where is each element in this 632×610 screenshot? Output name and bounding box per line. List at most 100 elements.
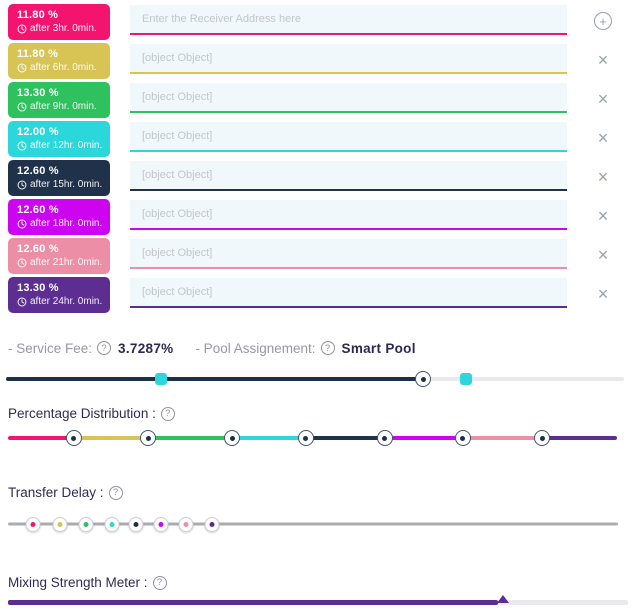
distribution-handle[interactable] — [297, 430, 314, 446]
pool-assignment-value: Smart Pool — [341, 340, 416, 356]
badge-delay: after 6hr. 0min. — [17, 62, 110, 73]
distribution-handle[interactable] — [65, 430, 82, 446]
delay-handle[interactable] — [178, 516, 194, 532]
badge-delay: after 18hr. 0min. — [17, 218, 110, 229]
receiver-row: 13.30 % after 9hr. 0min. × — [0, 82, 632, 118]
remove-output-button[interactable]: × — [597, 128, 609, 148]
mix-step-badge: 13.30 % after 24hr. 0min. — [8, 277, 110, 313]
delay-handle[interactable] — [52, 516, 68, 532]
badge-percent-label: 12.00 % — [17, 126, 59, 138]
remove-output-button[interactable]: × — [597, 206, 609, 226]
badge-delay-label: after 3hr. 0min. — [30, 23, 97, 34]
mix-step-badge: 13.30 % after 9hr. 0min. — [8, 82, 110, 118]
distribution-segment — [305, 436, 385, 440]
receiver-rows: 11.80 % after 3hr. 0min. + 11.80 % — [0, 4, 632, 313]
fee-pool-slider-rail[interactable] — [6, 371, 624, 387]
row-action: × — [592, 238, 614, 272]
service-fee-help-icon[interactable]: ? — [97, 341, 112, 355]
pool-assignment-group: - Pool Assignement: ? Smart Pool — [195, 341, 415, 356]
distribution-handle[interactable] — [376, 430, 393, 446]
badge-delay-label: after 15hr. 0min. — [30, 179, 103, 190]
row-action: × — [592, 82, 614, 116]
fee-pool-slider[interactable] — [0, 359, 632, 399]
distribution-handle[interactable] — [454, 430, 471, 446]
receiver-address-input[interactable] — [130, 200, 567, 230]
clock-icon — [17, 219, 27, 228]
transfer-delay-rail[interactable] — [8, 516, 618, 532]
clock-icon — [17, 102, 27, 111]
delay-handle[interactable] — [153, 516, 169, 532]
remove-output-button[interactable]: × — [597, 245, 609, 265]
slider-track[interactable] — [8, 522, 618, 526]
delay-handle[interactable] — [25, 516, 41, 532]
distribution-segment — [384, 436, 463, 440]
pool-assignment-help-icon[interactable]: ? — [320, 341, 335, 355]
clock-icon — [17, 180, 27, 189]
delay-handle[interactable] — [204, 516, 220, 532]
row-action: × — [592, 160, 614, 194]
badge-delay: after 12hr. 0min. — [17, 140, 110, 151]
distribution-segment — [148, 436, 233, 440]
delay-handle-dot — [183, 521, 189, 527]
receiver-address-input[interactable] — [130, 161, 567, 191]
delay-handle-dot — [133, 521, 139, 527]
fee-row: - Service Fee: ? 3.7287% - Pool Assignem… — [0, 337, 632, 359]
receiver-address-input[interactable] — [130, 5, 567, 35]
row-action: + — [592, 4, 614, 38]
receiver-row: 11.80 % after 3hr. 0min. + — [0, 4, 632, 40]
mixing-strength-rail[interactable] — [8, 600, 628, 605]
percentage-distribution-rail[interactable] — [8, 430, 617, 446]
strength-pointer[interactable] — [496, 595, 509, 603]
badge-delay: after 21hr. 0min. — [17, 257, 110, 268]
badge-percent-label: 13.30 % — [17, 282, 59, 294]
distribution-handle[interactable] — [534, 430, 551, 446]
row-action: × — [592, 43, 614, 77]
distribution-segment — [542, 436, 617, 440]
row-action: × — [592, 121, 614, 155]
delay-handle-dot — [83, 521, 89, 527]
badge-delay-label: after 21hr. 0min. — [30, 257, 103, 268]
row-action: × — [592, 199, 614, 233]
transfer-delay-section: Transfer Delay : ? — [0, 484, 632, 501]
mix-step-badge: 12.00 % after 12hr. 0min. — [8, 121, 110, 157]
receiver-address-input[interactable] — [130, 83, 567, 113]
mix-step-badge: 11.80 % after 6hr. 0min. — [8, 43, 110, 79]
mixing-strength-help-icon[interactable]: ? — [152, 575, 167, 590]
badge-delay: after 9hr. 0min. — [17, 101, 110, 112]
receiver-row: 12.60 % after 21hr. 0min. × — [0, 238, 632, 274]
remove-output-button[interactable]: × — [597, 50, 609, 70]
remove-output-button[interactable]: × — [597, 167, 609, 187]
transfer-delay-help-icon[interactable]: ? — [108, 485, 123, 500]
receiver-address-input[interactable] — [130, 239, 567, 269]
mixing-strength-meter[interactable] — [0, 593, 632, 607]
remove-output-button[interactable]: × — [597, 284, 609, 304]
receiver-address-input[interactable] — [130, 278, 567, 308]
delay-handle[interactable] — [104, 516, 120, 532]
badge-delay: after 24hr. 0min. — [17, 296, 110, 307]
slider-track-fill — [6, 377, 421, 381]
slider-thumb[interactable] — [460, 373, 473, 385]
receiver-address-input[interactable] — [130, 44, 567, 74]
distribution-handle[interactable] — [224, 430, 241, 446]
delay-handle-dot — [209, 521, 215, 527]
slider-handle[interactable] — [415, 371, 432, 387]
add-output-button[interactable]: + — [594, 12, 612, 30]
percentage-distribution-label: Percentage Distribution : — [8, 406, 156, 421]
clock-icon — [17, 141, 27, 150]
receiver-row: 12.00 % after 12hr. 0min. × — [0, 121, 632, 157]
delay-handle[interactable] — [78, 516, 94, 532]
badge-delay: after 15hr. 0min. — [17, 179, 110, 190]
percentage-distribution-slider[interactable] — [0, 422, 632, 454]
meter-fill — [8, 600, 498, 605]
clock-icon — [17, 24, 27, 33]
badge-percent-label: 12.60 % — [17, 243, 59, 255]
remove-output-button[interactable]: × — [597, 89, 609, 109]
delay-handle[interactable] — [128, 516, 144, 532]
transfer-delay-slider[interactable] — [0, 501, 632, 547]
distribution-handle[interactable] — [140, 430, 157, 446]
badge-percent-label: 13.30 % — [17, 87, 59, 99]
slider-thumb[interactable] — [154, 373, 167, 385]
distribution-segment — [8, 436, 74, 440]
receiver-address-input[interactable] — [130, 122, 567, 152]
percentage-distribution-help-icon[interactable]: ? — [160, 406, 175, 421]
